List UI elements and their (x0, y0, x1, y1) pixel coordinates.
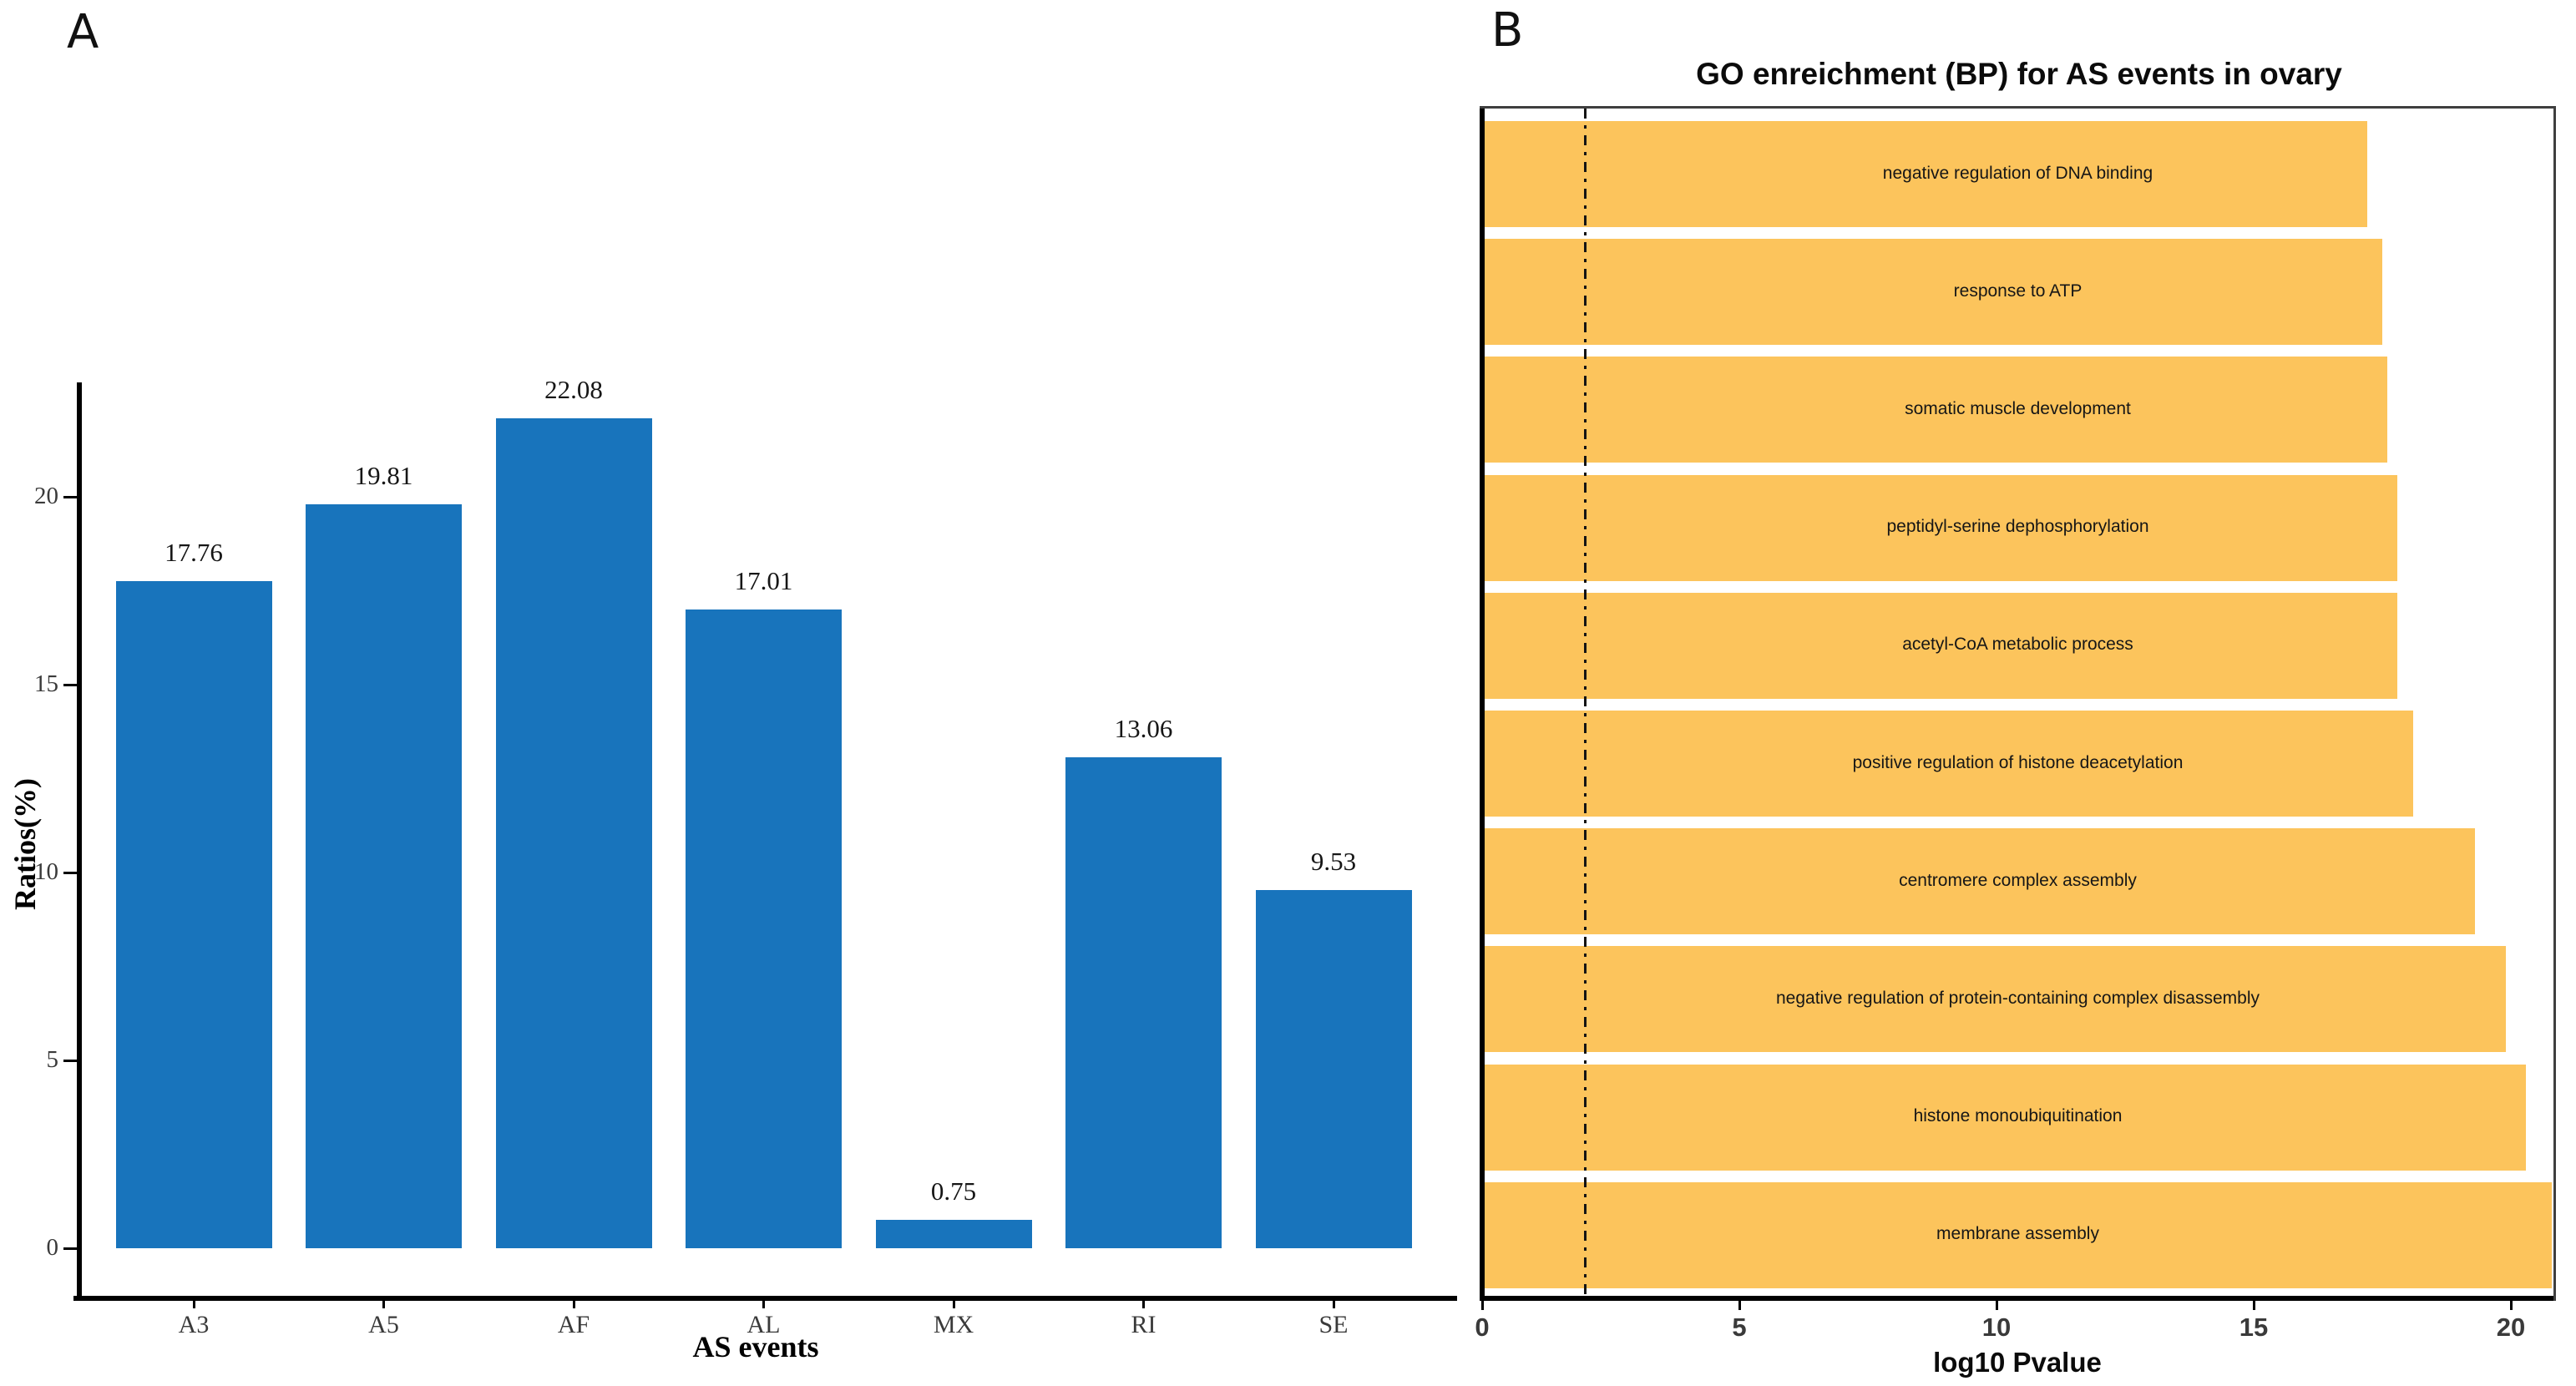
panel-b-bar-row-2 (1485, 239, 2382, 346)
panel-a-bar-RI (1065, 757, 1222, 1248)
panel-a-y-axis-line (77, 382, 82, 1301)
panel-a-bar-A5 (306, 503, 462, 1248)
panel-a-x-tick-label: A3 (178, 1311, 210, 1338)
panel-a-y-tick-label: 20 (34, 483, 58, 509)
panel-a-y-tick-label: 10 (34, 858, 58, 885)
panel-a-y-tick-mark (63, 1059, 79, 1062)
panel-a-x-tick-label: AF (557, 1311, 590, 1338)
panel-b-x-axis-title: log10 Pvalue (1933, 1347, 2102, 1378)
panel-a-y-tick-mark (63, 871, 79, 874)
panel-b-bar-label: negative regulation of protein-containin… (1776, 988, 2260, 1008)
panel-b-x-tick-mark (1480, 1301, 1484, 1310)
panel-a-bar-value-label: 19.81 (354, 460, 413, 490)
panel-a-x-axis-line (73, 1296, 1457, 1301)
panel-b-bar-row-3 (1485, 357, 2388, 463)
panel-a-x-tick-mark (952, 1301, 955, 1308)
panel-a-x-tick-mark (1142, 1301, 1145, 1308)
panel-b-x-tick-label: 20 (2496, 1313, 2526, 1342)
panel-b-bar-row-4 (1485, 474, 2398, 581)
panel-b-x-tick-mark (1738, 1301, 1741, 1310)
panel-a-y-tick-label: 15 (34, 670, 58, 697)
panel-b-bar-row-8 (1485, 946, 2506, 1053)
panel-a-x-tick-mark (1332, 1301, 1335, 1308)
panel-a-x-tick-mark (572, 1301, 575, 1308)
panel-a-y-tick-mark (63, 1247, 79, 1250)
panel-a-x-tick-label: RI (1131, 1311, 1156, 1338)
panel-b-bar-row-10 (1485, 1181, 2553, 1288)
panel-b-bar-label: peptidyl-serine dephosphorylation (1886, 517, 2149, 537)
panel-a-bar-value-label: 17.01 (734, 565, 793, 595)
panel-a-bar-AL (686, 609, 842, 1248)
panel-b-x-tick-mark (2509, 1301, 2513, 1310)
panel-b-left-border (1480, 106, 1485, 1301)
panel-a-x-tick-label: AL (746, 1311, 781, 1338)
panel-b-threshold-line (1583, 109, 1587, 1296)
panel-b-top-border (1480, 106, 2556, 109)
panel-b-right-border (2553, 106, 2556, 1301)
panel-b-x-tick-label: 5 (1732, 1313, 1747, 1342)
panel-b-chart-title: GO enreichment (BP) for AS events in ova… (1696, 57, 2342, 91)
panel-a-bar-AF (495, 418, 652, 1248)
panel-b-bar-row-7 (1485, 828, 2475, 935)
panel-b-bar-label: histone monoubiquitination (1913, 1106, 2123, 1126)
panel-b-bar-label: somatic muscle development (1905, 398, 2131, 418)
panel-a-bar-value-label: 22.08 (544, 375, 603, 405)
panel-a-bar-A3 (115, 580, 272, 1248)
panel-a-x-tick-mark (762, 1301, 765, 1308)
panel-a-bar-value-label: 13.06 (1114, 714, 1173, 744)
panel-a-x-tick-label: A5 (368, 1311, 399, 1338)
panel-a-y-axis-title: Ratios(%) (8, 778, 42, 910)
panel-a-bar-value-label: 9.53 (1310, 847, 1357, 877)
panel-b-bar-label: positive regulation of histone deacetyla… (1852, 752, 2184, 772)
panel-a-y-tick-mark (63, 683, 79, 686)
panel-b-x-tick-mark (1995, 1301, 1998, 1310)
panel-a-x-tick-mark (382, 1301, 385, 1308)
panel-a-y-tick-mark (63, 495, 79, 498)
panel-b-bottom-axis-line (1480, 1296, 2556, 1301)
panel-b-bar-label: membrane assembly (1936, 1224, 2099, 1244)
panel-a-label: A (67, 5, 99, 59)
panel-a-bar-SE (1255, 890, 1412, 1248)
panel-b-bar-label: response to ATP (1953, 281, 2083, 301)
panel-b-bar-label: negative regulation of DNA binding (1882, 163, 2153, 183)
panel-b-x-tick-label: 0 (1475, 1313, 1490, 1342)
panel-b-bar-label: acetyl-CoA metabolic process (1902, 635, 2133, 655)
panel-b-bar-row-5 (1485, 592, 2398, 699)
panel-b-x-tick-label: 15 (2239, 1313, 2269, 1342)
panel-a-x-tick-label: SE (1318, 1311, 1349, 1338)
panel-a-x-tick-mark (192, 1301, 195, 1308)
panel-b-x-tick-mark (2252, 1301, 2255, 1310)
panel-b-bar-label: centromere complex assembly (1899, 870, 2137, 890)
panel-a-bar-value-label: 0.75 (930, 1176, 977, 1206)
panel-b-bar-row-1 (1485, 121, 2367, 227)
panel-b-bar-row-9 (1485, 1064, 2527, 1171)
panel-a-y-tick-label: 5 (46, 1046, 59, 1073)
panel-b-label: B (1491, 3, 1524, 58)
panel-a-x-tick-label: MX (933, 1311, 974, 1338)
panel-b-x-tick-label: 10 (1981, 1313, 2012, 1342)
panel-a-bar-MX (875, 1220, 1032, 1248)
panel-a-x-axis-title: AS events (692, 1330, 819, 1363)
panel-a-bar-value-label: 17.76 (164, 537, 223, 567)
panel-a-y-tick-label: 0 (46, 1234, 59, 1261)
panel-b-bar-row-6 (1485, 711, 2413, 817)
